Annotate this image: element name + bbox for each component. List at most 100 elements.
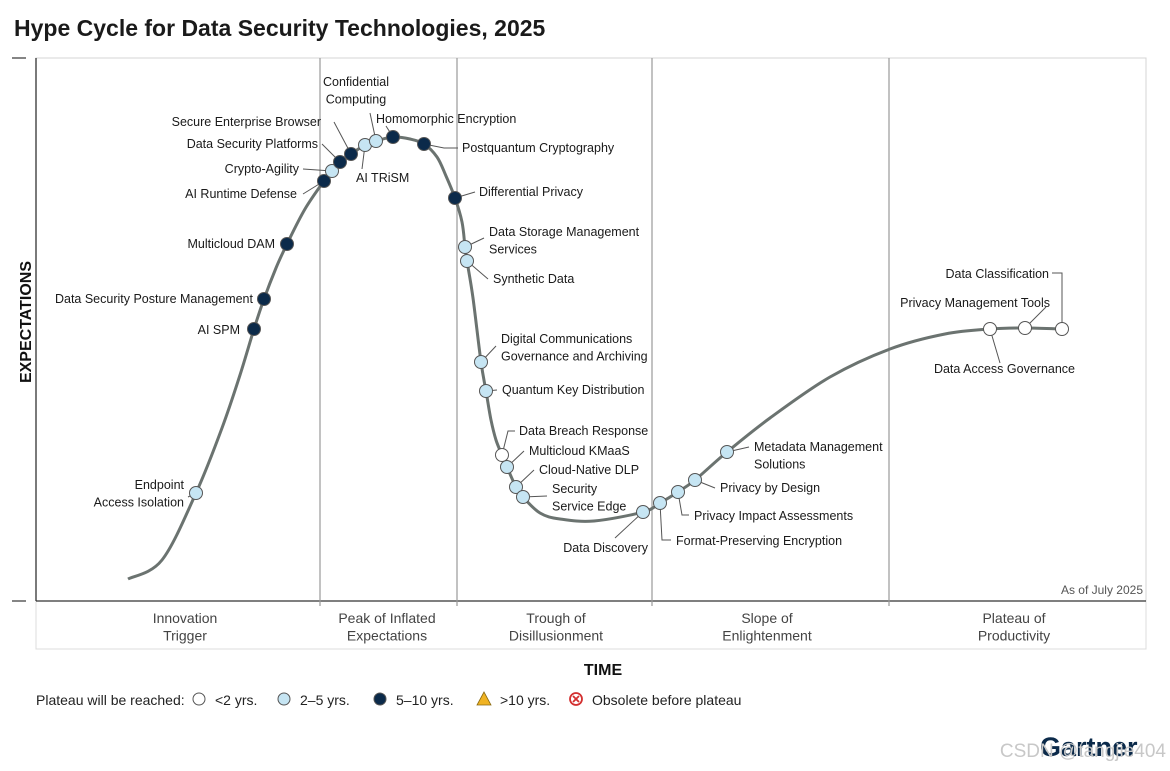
tech-postquantum-cryptography: Postquantum Cryptography — [417, 137, 615, 155]
legend-label: 5–10 yrs. — [396, 692, 454, 708]
tech-crypto-agility: Crypto-Agility — [225, 162, 339, 178]
marker-data-security-platforms — [333, 155, 347, 169]
label-data-breach-response: Data Breach Response — [519, 424, 648, 438]
label-differential-privacy: Differential Privacy — [479, 185, 584, 199]
tech-digital-communications-governance-and-archiving: Digital Communications Governance and Arc… — [474, 332, 648, 369]
label-ai-trism: AI TRiSM — [356, 171, 409, 185]
label-cloud-native-dlp: Cloud-Native DLP — [539, 463, 639, 477]
label-privacy-impact-assessments: Privacy Impact Assessments — [694, 509, 853, 523]
marker-digital-communications-governance-and-archiving — [474, 355, 488, 369]
tech-ai-spm: AI SPM — [198, 322, 261, 337]
marker-synthetic-data — [460, 254, 474, 268]
marker-data-breach-response — [495, 448, 509, 462]
marker-data-classification — [1055, 322, 1069, 336]
legend-label: Obsolete before plateau — [592, 692, 741, 708]
legend-swatch — [277, 692, 291, 706]
marker-cloud-native-dlp — [509, 480, 523, 494]
marker-postquantum-cryptography — [417, 137, 431, 151]
marker-homomorphic-encryption — [386, 130, 400, 144]
label-data-access-governance: Data Access Governance — [934, 362, 1075, 376]
marker-multicloud-dam — [280, 237, 294, 251]
label-metadata-management-solutions: Metadata Management Solutions — [754, 440, 883, 472]
label-homomorphic-encryption: Homomorphic Encryption — [376, 112, 516, 126]
watermark: CSDN @tangjie404 — [1000, 741, 1167, 762]
tech-homomorphic-encryption: Homomorphic Encryption — [376, 112, 516, 144]
label-ai-runtime-defense: AI Runtime Defense — [185, 187, 297, 201]
marker-secure-enterprise-browser — [344, 147, 358, 161]
label-secure-enterprise-browser: Secure Enterprise Browser — [172, 115, 321, 129]
leader-line — [677, 491, 689, 516]
label-postquantum-cryptography: Postquantum Cryptography — [462, 141, 615, 155]
tech-multicloud-kmaas: Multicloud KMaaS — [500, 444, 630, 474]
marker-security-service-edge — [516, 490, 530, 504]
legend-item-y5to10: 5–10 yrs. — [373, 692, 454, 708]
tech-multicloud-dam: Multicloud DAM — [187, 237, 294, 251]
phase-label-4: Slope of Enlightenment — [722, 610, 812, 644]
marker-data-discovery — [636, 505, 650, 519]
label-data-classification: Data Classification — [945, 267, 1049, 281]
marker-metadata-management-solutions — [720, 445, 734, 459]
legend-item-gt10: >10 yrs. — [476, 691, 550, 708]
tech-data-breach-response: Data Breach Response — [495, 424, 648, 462]
label-multicloud-dam: Multicloud DAM — [187, 237, 275, 251]
tech-secure-enterprise-browser: Secure Enterprise Browser — [172, 115, 358, 161]
marker-crypto-agility — [325, 164, 339, 178]
phase-label-5: Plateau of Productivity — [978, 610, 1050, 644]
legend-label: <2 yrs. — [215, 692, 257, 708]
tech-cloud-native-dlp: Cloud-Native DLP — [509, 463, 639, 494]
label-privacy-management-tools: Privacy Management Tools — [900, 296, 1050, 310]
label-data-storage-management-services: Data Storage Management Services — [489, 225, 640, 257]
label-endpoint-access-isolation: Endpoint Access Isolation — [94, 478, 185, 510]
x-axis-label: TIME — [584, 662, 623, 679]
marker-ai-runtime-defense — [317, 174, 331, 188]
label-confidential-computing: Confidential Computing — [323, 75, 389, 107]
legend-label: 2–5 yrs. — [300, 692, 350, 708]
marker-data-security-posture-management — [257, 292, 271, 306]
phase-label-3: Trough of Disillusionment — [509, 610, 603, 644]
label-quantum-key-distribution: Quantum Key Distribution — [502, 383, 644, 397]
marker-differential-privacy — [448, 191, 462, 205]
label-data-security-platforms: Data Security Platforms — [187, 137, 318, 151]
legend-item-lt2: <2 yrs. — [192, 692, 257, 708]
marker-privacy-by-design — [688, 473, 702, 487]
technology-marks: Endpoint Access Isolation AI SPM Data Secur… — [55, 75, 1075, 555]
gartner-logo: Gartner — [1040, 732, 1138, 762]
plot-frame — [12, 57, 1147, 650]
y-axis-label: EXPECTATIONS — [18, 261, 35, 383]
marker-quantum-key-distribution — [479, 384, 493, 398]
legend-swatch — [476, 691, 492, 706]
marker-privacy-impact-assessments — [671, 485, 685, 499]
label-data-discovery: Data Discovery — [563, 541, 648, 555]
leader-line — [1052, 272, 1063, 329]
marker-endpoint-access-isolation — [189, 486, 203, 500]
legend-label: >10 yrs. — [500, 692, 550, 708]
marker-ai-spm — [247, 322, 261, 336]
marker-multicloud-kmaas — [500, 460, 514, 474]
marker-format-preserving-encryption — [653, 496, 667, 510]
legend-item-obsolete: Obsolete before plateau — [569, 692, 741, 708]
tech-data-security-platforms: Data Security Platforms — [187, 137, 347, 169]
label-format-preserving-encryption: Format-Preserving Encryption — [676, 534, 842, 548]
label-synthetic-data: Synthetic Data — [493, 272, 574, 286]
legend-swatch-cross — [572, 695, 580, 703]
legend-item-y2to5: 2–5 yrs. — [277, 692, 350, 708]
marker-confidential-computing — [369, 134, 383, 148]
tech-confidential-computing: Confidential Computing — [323, 75, 389, 148]
label-crypto-agility: Crypto-Agility — [225, 162, 300, 176]
tech-data-classification: Data Classification — [945, 267, 1069, 336]
tech-synthetic-data: Synthetic Data — [460, 254, 574, 286]
legend-swatch — [192, 692, 206, 706]
tech-quantum-key-distribution: Quantum Key Distribution — [479, 383, 644, 398]
leader-line — [659, 502, 671, 541]
marker-privacy-management-tools — [1018, 321, 1032, 335]
chart-title: Hype Cycle for Data Security Technologie… — [14, 15, 546, 41]
tech-metadata-management-solutions: Metadata Management Solutions — [720, 440, 883, 472]
phase-label-1: Innovation Trigger — [153, 610, 218, 644]
phase-labels: Innovation Trigger Peak of Inflated Expecta… — [153, 610, 1050, 644]
label-security-service-edge: Security Service Edge — [552, 482, 626, 514]
tech-privacy-management-tools: Privacy Management Tools — [900, 296, 1050, 335]
tech-data-storage-management-services: Data Storage Management Services — [458, 225, 640, 257]
label-privacy-by-design: Privacy by Design — [720, 481, 820, 495]
label-multicloud-kmaas: Multicloud KMaaS — [529, 444, 630, 458]
